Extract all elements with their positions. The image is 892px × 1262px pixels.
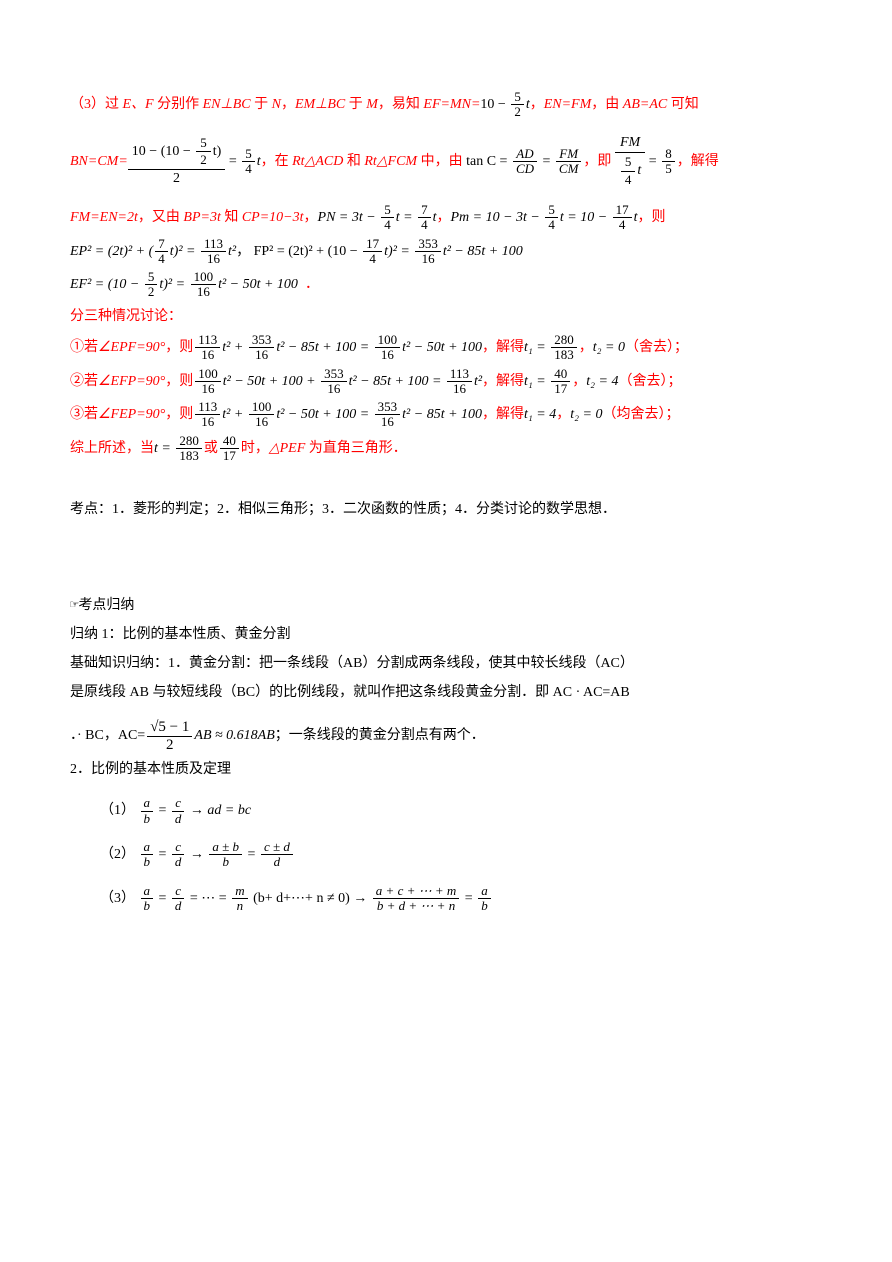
jichu2: 2．比例的基本性质及定理 — [70, 757, 822, 782]
jichu-c: ．· BC，AC=√5 − 12AB ≈ 0.618AB；一条线段的黄金分割点有… — [70, 719, 822, 753]
guina-header: ☞考点归纳 — [70, 593, 822, 618]
jichu-b: 是原线段 AB 与较短线段（BC）的比例线段，就叫作把这条线段黄金分割．即 AC… — [70, 680, 822, 705]
conclusion: 综上所述，当t = 280183或4017时，△PEF 为直角三角形． — [70, 434, 822, 464]
part3-line4: EP² = (2t)² + (74t)² = 11316t²， FP² = (2… — [70, 237, 822, 267]
jichu-a: 基础知识归纳：1．黄金分割：把一条线段（AB）分割成两条线段，使其中较长线段（A… — [70, 651, 822, 676]
kaodian: 考点：1．菱形的判定；2．相似三角形；3．二次函数的性质；4．分类讨论的数学思想… — [70, 497, 822, 522]
guina1: 归纳 1：比例的基本性质、黄金分割 — [70, 622, 822, 647]
eq2: （2） ab = cd → a ± bb = c ± dd — [70, 840, 822, 870]
case1: ①若∠EPF=90°，则11316t² + 35316t² − 85t + 10… — [70, 333, 822, 363]
part3-line5: EF² = (10 − 52t)² = 10016t² − 50t + 100 … — [70, 270, 822, 300]
eq3: （3） ab = cd = ⋯ = mn (b+ d+⋯+ n ≠ 0) → a… — [70, 884, 822, 914]
case3: ③若∠FEP=90°，则11316t² + 10016t² − 50t + 10… — [70, 400, 822, 430]
part3-line2: BN=CM=10 − (10 − 52t)2 = 54t，在 Rt△ACD 和 … — [70, 134, 822, 189]
eq1: （1） ab = cd → ad = bc — [70, 796, 822, 826]
case2: ②若∠EFP=90°，则10016t² − 50t + 100 + 35316t… — [70, 367, 822, 397]
part3-line1: （3）过 E、F 分别作 EN⊥BC 于 N，EM⊥BC 于 M，易知 EF=M… — [70, 90, 822, 120]
part3-line3: FM=EN=2t，又由 BP=3t 知 CP=10−3t，PN = 3t − 5… — [70, 203, 822, 233]
discuss-heading: 分三种情况讨论： — [70, 304, 822, 329]
